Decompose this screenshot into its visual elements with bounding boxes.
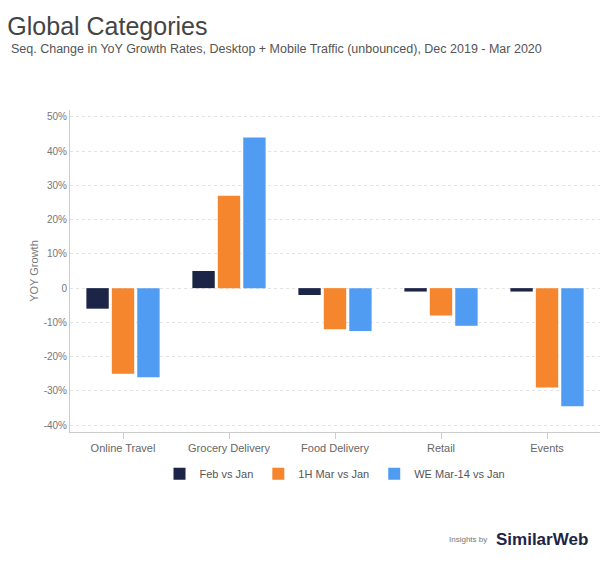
svg-text:SimilarWeb: SimilarWeb [496,530,588,549]
svg-text:30%: 30% [47,180,67,191]
svg-text:Events: Events [530,442,564,454]
svg-text:-30%: -30% [44,385,67,396]
svg-text:Online Travel: Online Travel [91,442,156,454]
svg-text:Insights by: Insights by [449,535,487,544]
svg-text:10%: 10% [47,248,67,259]
svg-text:20%: 20% [47,214,67,225]
svg-text:-20%: -20% [44,351,67,362]
svg-text:40%: 40% [47,146,67,157]
svg-text:-10%: -10% [44,317,67,328]
svg-text:Seq. Change in YoY Growth Rate: Seq. Change in YoY Growth Rates, Desktop… [11,42,542,56]
svg-text:Food Delivery: Food Delivery [301,442,369,454]
svg-text:YOY Growth: YOY Growth [28,240,40,302]
svg-text:1H Mar vs Jan: 1H Mar vs Jan [298,468,369,480]
svg-text:Global Categories: Global Categories [7,12,207,40]
svg-text:Feb vs Jan: Feb vs Jan [200,468,254,480]
svg-text:WE Mar-14 vs Jan: WE Mar-14 vs Jan [414,468,504,480]
svg-text:-40%: -40% [44,420,67,431]
svg-text:Retail: Retail [427,442,455,454]
svg-text:0: 0 [61,283,67,294]
svg-text:50%: 50% [47,111,67,122]
svg-text:Grocery Delivery: Grocery Delivery [188,442,270,454]
